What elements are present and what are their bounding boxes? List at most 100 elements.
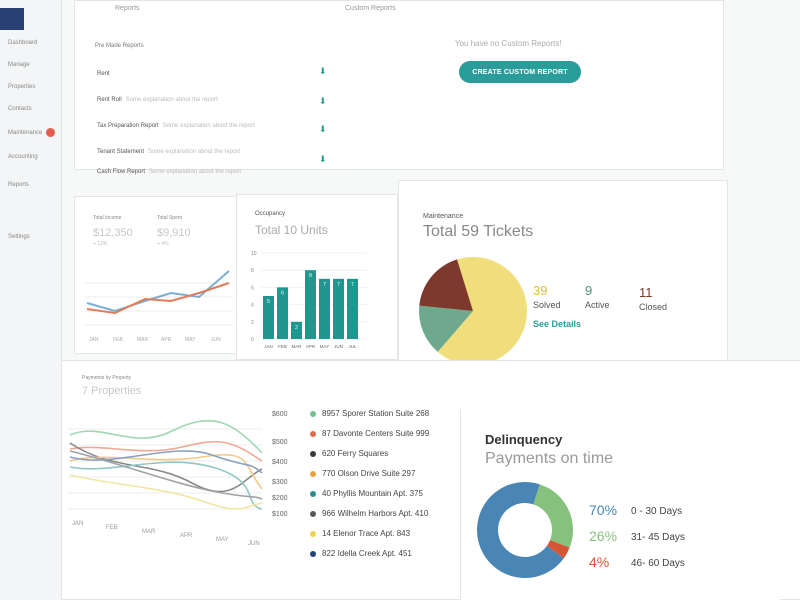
report-row[interactable]: Cash Flow Report Some explanation about t… [97, 169, 242, 175]
legend-item[interactable]: 822 Idella Creek Apt. 451 [310, 549, 412, 558]
download-icon[interactable]: ⬇ [319, 66, 327, 76]
closed-label: Closed [639, 302, 668, 312]
x-tick-label: MAY [320, 344, 329, 349]
report-row[interactable]: Tenant Statement Some explanation about t… [97, 149, 241, 155]
revenue-card: Total Income $12,350 + 12% Total Spent $… [74, 196, 250, 354]
spent-change: + 4% [157, 241, 169, 247]
sidebar-item-contacts[interactable]: Contacts [8, 106, 32, 112]
sidebar-item-settings[interactable]: Settings [8, 234, 30, 240]
premade-reports-label: Pre Made Reports [95, 43, 144, 49]
x-tick-label: MAY [185, 337, 196, 343]
legend-swatch [310, 510, 316, 517]
legend-item[interactable]: 8957 Sporer Station Suite 268 [310, 409, 429, 418]
income-series [86, 270, 230, 313]
spent-label: Total Spent [157, 215, 183, 221]
bar-data-label: 7 [323, 282, 326, 288]
bar-data-label: 5 [267, 299, 270, 305]
sidebar-item-maintenance[interactable]: Maintenance [8, 128, 56, 137]
series-line [69, 441, 263, 462]
occupancy-card: Occupancy Total 10 Units 10 8 6 4 2 0 5 JAN 6 FEB… [236, 194, 398, 360]
pct-31-45: 26% [589, 528, 618, 544]
active-label: Active [585, 300, 610, 310]
income-label: Total Income [93, 215, 122, 221]
sidebar-item-properties[interactable]: Properties [8, 84, 36, 90]
x-tick-label: MAR [137, 337, 149, 343]
report-row[interactable]: Rent Roll Some explanation about the repo… [97, 97, 218, 103]
x-tick-label: FEB [106, 525, 118, 531]
reports-card: Reports Custom Reports Pre Made Reports … [74, 0, 724, 175]
pct-0-30: 70% [589, 502, 618, 518]
legend-item[interactable]: 966 Wilhelm Harbors Apt. 410 [310, 509, 428, 518]
series-line [69, 419, 263, 454]
create-custom-report-button[interactable]: CREATE CUSTOM REPORT [459, 61, 581, 83]
y-tick-label: 4 [251, 303, 254, 309]
series-line [69, 450, 263, 474]
y-tick-label: 6 [251, 285, 254, 291]
download-icon[interactable]: ⬇ [319, 124, 327, 134]
bar-data-label: 8 [309, 273, 312, 279]
legend-swatch [310, 430, 316, 437]
y-tick-label: 0 [251, 337, 254, 343]
series-line [69, 461, 263, 510]
report-row[interactable]: Rent [97, 71, 110, 77]
x-tick-label: JAN [264, 344, 273, 349]
legend-swatch [310, 410, 316, 417]
custom-reports-header: Custom Reports [345, 5, 396, 12]
delinquency-subtitle: Payments on time [485, 450, 614, 467]
slice-active [419, 305, 473, 352]
see-details-link[interactable]: See Details [533, 319, 582, 329]
maintenance-total: Total 59 Tickets [423, 223, 534, 240]
closed-count: 11 [639, 285, 653, 300]
income-value: $12,350 [93, 227, 133, 239]
legend-item[interactable]: 14 Elenor Trace Apt. 843 [310, 529, 410, 538]
bar-data-label: 7 [337, 282, 340, 288]
legend-swatch [310, 530, 316, 537]
properties-total: 7 Properties [82, 385, 142, 397]
sidebar-item-manage[interactable]: Manage [8, 62, 30, 68]
no-custom-reports-text: You have no Custom Reports! [455, 39, 562, 48]
y-tick-label: $100 [272, 511, 288, 518]
sidebar-item-reports[interactable]: Reports [8, 182, 30, 188]
occupancy-bar [291, 321, 302, 339]
donut-segment [533, 484, 573, 548]
legend-item[interactable]: 87 Davonte Centers Suite 999 [310, 429, 429, 438]
y-tick-label: $200 [272, 495, 288, 502]
x-tick-label: FEB [278, 344, 287, 349]
x-tick-label: JUN [211, 337, 221, 343]
delinquency-title: Delinquency [485, 432, 563, 447]
solved-label: Solved [533, 300, 561, 310]
legend-swatch [310, 550, 316, 557]
y-tick-label: 8 [251, 268, 254, 274]
report-row[interactable]: Tax Preparation Report Some explanation a… [97, 123, 255, 129]
sidebar-item-dashboard[interactable]: Dashboard [8, 40, 38, 46]
legend-swatch [310, 450, 316, 457]
x-tick-label: APR [180, 533, 193, 539]
x-tick-label: FEB [113, 337, 123, 343]
download-icon[interactable]: ⬇ [319, 154, 327, 164]
slice-closed [419, 259, 473, 311]
legend-item[interactable]: 770 Olson Drive Suite 297 [310, 469, 415, 478]
legend-item[interactable]: 40 Phyllis Mountain Apt. 375 [310, 489, 423, 498]
occupancy-bar [319, 278, 330, 339]
series-line [69, 442, 263, 493]
stat-closed: 11 Closed [639, 285, 667, 312]
occupancy-bar [347, 278, 358, 339]
revenue-line-chart: JAN FEB MAR APR MAY JUN [85, 270, 233, 343]
delinquency-card: Delinquency Payments on time 70% 0 - 30 … [460, 410, 780, 600]
brand-logo[interactable] [0, 8, 24, 30]
spent-value: $9,910 [157, 227, 191, 239]
download-icon[interactable]: ⬇ [319, 96, 327, 106]
spent-series [86, 282, 230, 315]
occupancy-bar [305, 270, 316, 339]
legend-item[interactable]: 620 Ferry Squares [310, 449, 388, 458]
y-tick-label: $300 [272, 479, 288, 486]
donut-segment [477, 482, 564, 578]
occupancy-title: Occupancy [255, 211, 286, 217]
y-tick-label: 2 [251, 320, 254, 326]
slice-solved [437, 257, 527, 365]
income-change: + 12% [93, 241, 108, 247]
occupancy-bar [333, 278, 344, 339]
maintenance-pie-chart [419, 257, 527, 365]
sidebar-item-accounting[interactable]: Accounting [8, 154, 38, 160]
payments-line-chart: JAN FEB MAR APR MAY JUN [68, 419, 263, 547]
